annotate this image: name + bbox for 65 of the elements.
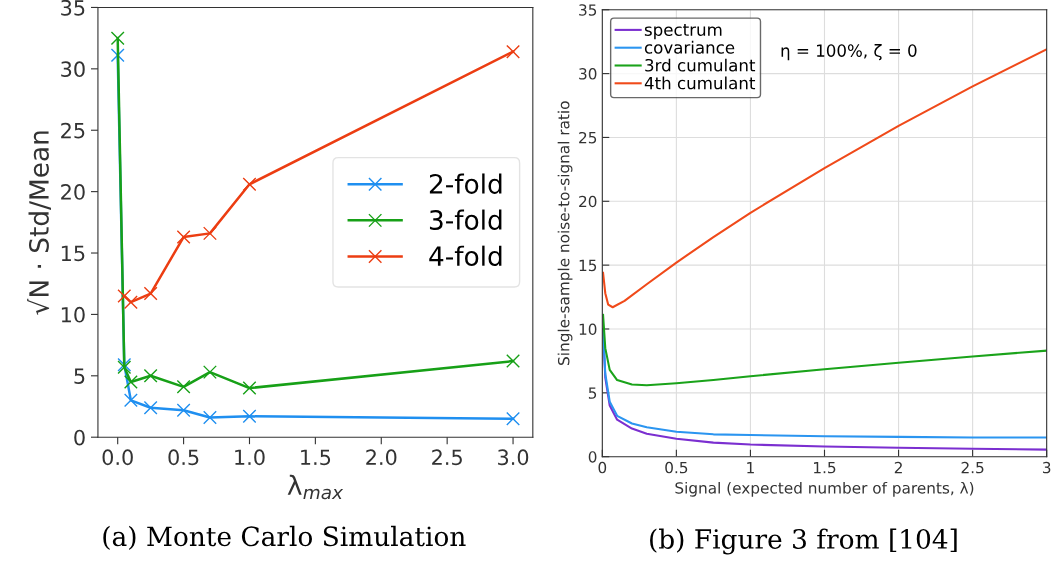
y-tick-label: 30 (61, 61, 85, 78)
x-tick-label: 0.5 (665, 461, 688, 474)
x-tick-label: 0.5 (168, 449, 199, 466)
point (143, 400, 158, 415)
point (506, 354, 520, 369)
point (506, 411, 520, 426)
annotation: η = 100%, ζ = 0 (781, 44, 917, 61)
point (110, 48, 125, 63)
point (203, 410, 217, 425)
point (143, 368, 158, 383)
point (110, 31, 125, 46)
legend-label: 4-fold (429, 245, 502, 267)
x-tick-label: 1.5 (814, 462, 836, 474)
x-tick-label: 2 (894, 461, 902, 474)
point (203, 226, 217, 241)
point (143, 286, 158, 301)
x-tick-label: 2.0 (366, 449, 397, 466)
legend-label: 4th cumulant (644, 76, 756, 90)
x-axis-title: λ$_{max}$ (287, 474, 344, 500)
y-tick-label: 25 (61, 122, 85, 139)
y-tick-label: 0 (74, 429, 85, 446)
y-tick-label: 20 (61, 184, 85, 200)
x-tick-label: 3 (1042, 461, 1051, 474)
point (176, 230, 191, 245)
x-tick-label: 1.0 (235, 449, 265, 466)
legend-label: covariance (644, 40, 735, 54)
y-tick-label: 5 (588, 387, 597, 399)
x-tick-label: 1 (747, 462, 754, 474)
y-tick-label: 25 (579, 131, 597, 144)
point (123, 295, 138, 310)
legend-label: spectrum (644, 24, 722, 40)
point (123, 375, 138, 389)
line-series (602, 313, 1047, 387)
y-tick-label: 10 (61, 306, 85, 323)
x-tick-label: 3.0 (498, 449, 529, 466)
x-tick-label: 0.0 (102, 449, 133, 466)
x-tick-label: 0 (598, 461, 607, 474)
text: (b) Figure 3 from [104] (650, 528, 957, 555)
x-tick-label: 1.5 (301, 449, 331, 466)
point (506, 44, 520, 59)
y-tick-label: 5 (74, 368, 85, 385)
legend-label: 3-fold (429, 209, 502, 230)
x-tick-label: 2.5 (432, 449, 462, 466)
y-tick-label: 10 (579, 323, 597, 336)
text: (a) Monte Carlo Simulation (103, 525, 466, 551)
x-tick-label: 2.5 (961, 461, 984, 474)
y-tick-label: 15 (579, 259, 597, 272)
point (176, 379, 191, 394)
legend-label: 2-fold (429, 173, 502, 194)
legend-label: 3rd cumulant (645, 58, 756, 72)
y-tick-label: 30 (579, 68, 597, 80)
point (242, 177, 257, 192)
y-tick-label: 20 (579, 195, 597, 208)
y-tick-label: 15 (61, 245, 85, 262)
point (242, 381, 257, 396)
y-tick-label: 35 (61, 0, 85, 16)
x-axis-title: Signal (expected number of parents, λ) (675, 481, 974, 497)
point (242, 409, 257, 424)
y-axis-title: √N · Std/Mean (27, 131, 52, 315)
y-axis-title: Single-sample noise-to-signal ratio (557, 101, 573, 365)
point (176, 403, 191, 418)
y-tick-label: 35 (579, 4, 597, 16)
point (123, 393, 138, 408)
point (203, 365, 217, 380)
point (117, 289, 132, 303)
